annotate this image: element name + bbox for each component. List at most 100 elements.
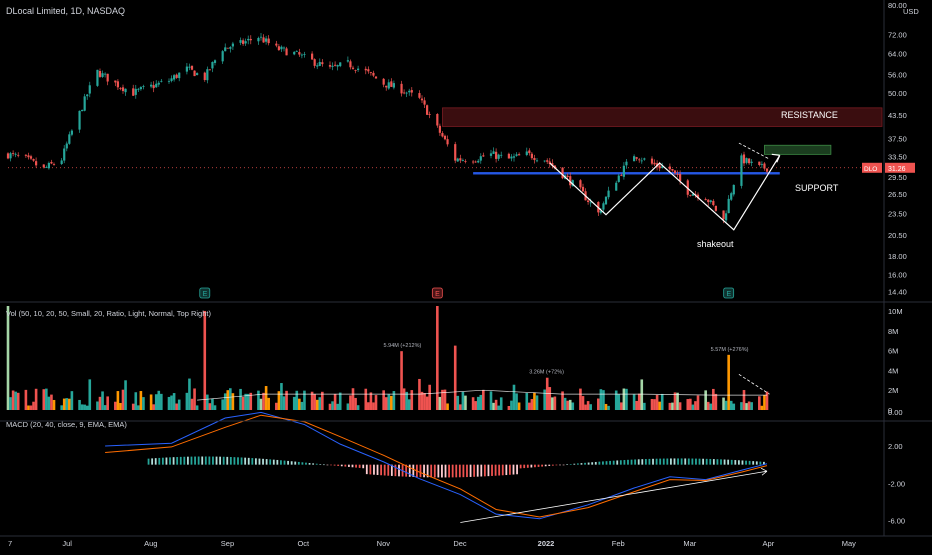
volume-bar — [50, 394, 53, 410]
price-axis-tick: 72.00 — [888, 31, 907, 40]
macd-histogram-bar — [763, 461, 765, 465]
candle-body — [178, 72, 181, 79]
macd-histogram-bar — [548, 464, 551, 466]
macd-histogram-bar — [272, 459, 275, 465]
volume-bar — [476, 396, 480, 410]
volume-bar — [760, 405, 764, 410]
candle-body — [500, 154, 503, 156]
candle-body — [525, 151, 528, 155]
price-axis-tick: 23.50 — [888, 209, 907, 218]
candle-body — [410, 90, 413, 93]
volume-bar — [190, 398, 194, 410]
volume-bar — [722, 397, 725, 410]
candle-body — [438, 125, 441, 133]
candle-body — [604, 196, 608, 205]
candle-body — [428, 114, 431, 115]
macd-histogram-bar — [147, 458, 150, 465]
macd-histogram-bar — [648, 458, 651, 465]
macd-histogram-bar — [695, 458, 697, 465]
macd-histogram-bar — [258, 458, 261, 465]
candle-body — [354, 69, 357, 71]
macd-histogram-bar — [179, 456, 182, 465]
macd-histogram-bar — [322, 464, 325, 466]
candle-body — [213, 60, 217, 63]
volume-bar — [300, 401, 304, 410]
macd-histogram-bar — [644, 459, 647, 465]
macd-histogram-bar — [319, 464, 322, 465]
candle-body — [441, 133, 444, 137]
volume-bar — [121, 389, 125, 410]
volume-bar — [52, 399, 56, 410]
volume-bar — [525, 392, 529, 410]
volume-bar — [763, 395, 766, 410]
volume-callout-label: 5.94M (+212%) — [384, 343, 422, 349]
candle-body — [543, 160, 546, 162]
candle-body — [369, 72, 372, 73]
volume-bar — [131, 403, 135, 410]
volume-bar — [70, 391, 74, 410]
macd-histogram-bar — [544, 464, 547, 467]
macd-histogram-bar — [412, 464, 415, 477]
volume-bar — [420, 391, 424, 410]
candle-body — [745, 158, 748, 163]
volume-bar — [614, 390, 618, 410]
candle-body — [599, 210, 602, 213]
macd-histogram-bar — [598, 461, 601, 465]
volume-bar — [188, 378, 191, 410]
macd-histogram-bar — [509, 464, 511, 475]
volume-bar — [658, 401, 661, 410]
candle-body — [474, 161, 477, 163]
volume-bar — [620, 402, 623, 410]
volume-bar — [285, 390, 288, 410]
candle-body — [280, 46, 283, 50]
macd-histogram-bar — [641, 459, 644, 465]
candle-body — [106, 73, 109, 82]
volume-axis-tick: 10M — [888, 307, 903, 316]
macd-histogram-bar — [197, 456, 200, 465]
macd-histogram-bar — [723, 459, 726, 465]
volume-bar — [510, 400, 513, 410]
candle-body — [188, 66, 191, 68]
macd-histogram-bar — [212, 456, 214, 465]
candle-body — [650, 158, 654, 164]
candle-body — [758, 161, 761, 165]
macd-histogram-bar — [419, 464, 422, 478]
candle-body — [740, 155, 743, 186]
candle-body — [602, 203, 605, 210]
volume-bar — [517, 402, 521, 410]
volume-bar — [758, 396, 761, 410]
volume-bar — [604, 403, 608, 410]
volume-axis-tick: 8M — [888, 327, 898, 336]
candle-body — [622, 165, 625, 177]
volume-axis-tick: 4M — [888, 366, 898, 375]
volume-bar — [367, 402, 370, 410]
volume-bar — [134, 392, 138, 410]
candle-body — [658, 165, 661, 169]
macd-histogram-bar — [376, 464, 379, 475]
candle-body — [277, 46, 280, 51]
currency-label[interactable]: USD — [903, 7, 919, 16]
volume-bar — [211, 398, 214, 410]
volume-bar — [471, 397, 475, 410]
macd-histogram-bar — [229, 457, 232, 465]
macd-histogram-bar — [670, 458, 672, 465]
macd-histogram-bar — [315, 463, 318, 465]
volume-bar — [436, 306, 439, 410]
candle-body — [507, 153, 510, 159]
macd-histogram-bar — [247, 457, 250, 465]
volume-bar — [499, 397, 503, 410]
volume-indicator-title[interactable]: Vol (50, 10, 20, 50, Small, 20, Ratio, L… — [6, 309, 211, 318]
candle-body — [671, 169, 674, 171]
volume-bar — [277, 391, 281, 410]
volume-bar — [27, 405, 30, 410]
macd-indicator-title[interactable]: MACD (20, 40, close, 9, EMA, EMA) — [6, 420, 127, 429]
macd-histogram-bar — [269, 459, 272, 465]
candle-body — [349, 61, 352, 68]
candle-body — [477, 160, 480, 163]
candle-body — [139, 87, 142, 90]
candle-body — [101, 73, 104, 77]
macd-histogram-bar — [516, 464, 518, 475]
macd-histogram-bar — [573, 463, 576, 465]
volume-bar — [568, 399, 572, 410]
volume-bar — [68, 398, 71, 410]
